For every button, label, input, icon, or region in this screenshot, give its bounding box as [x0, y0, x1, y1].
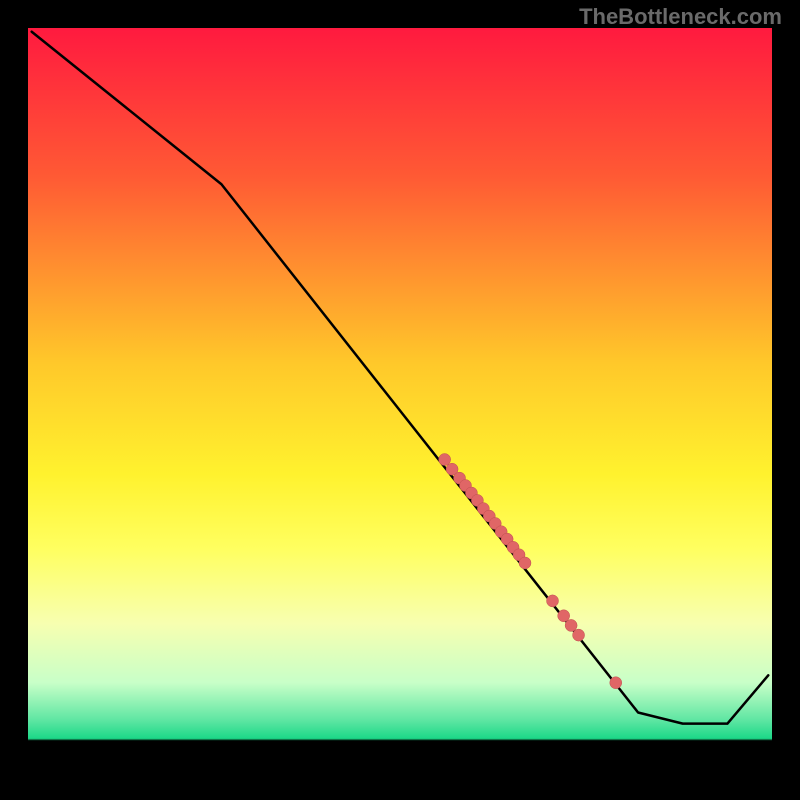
chart-marker — [610, 677, 622, 689]
chart-svg — [28, 28, 772, 772]
chart-marker — [573, 629, 585, 641]
chart-marker — [547, 595, 559, 607]
watermark-text: TheBottleneck.com — [579, 4, 782, 30]
chart-background — [28, 28, 772, 772]
chart-marker — [439, 454, 451, 466]
chart-marker — [558, 610, 570, 622]
chart-plot-area — [28, 28, 772, 772]
chart-marker — [565, 619, 577, 631]
chart-marker — [519, 557, 531, 569]
